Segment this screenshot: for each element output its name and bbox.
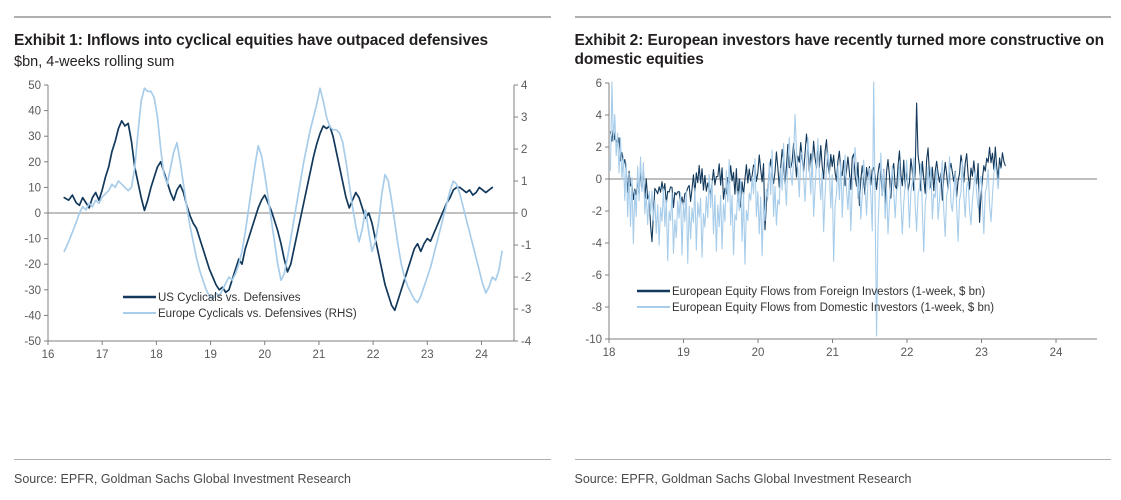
x-tick-label: 19 <box>204 349 217 361</box>
y-tick-label: 0 <box>35 208 41 220</box>
exhibit-2-footer: Source: EPFR, Goldman Sachs Global Inves… <box>574 459 1111 486</box>
x-tick-label: 22 <box>367 349 380 361</box>
y-tick-label: 30 <box>28 131 41 143</box>
y-tick-label: -10 <box>585 334 602 346</box>
exhibit-2-panel: Exhibit 2: European investors have recen… <box>561 0 1121 500</box>
legend-label: Europe Cyclicals vs. Defensives (RHS) <box>158 308 357 320</box>
panel-top-rule <box>14 16 551 18</box>
y2-tick-label: -1 <box>521 240 531 252</box>
y2-tick-label: -3 <box>521 304 531 316</box>
legend-label: European Equity Flows from Domestic Inve… <box>672 302 994 314</box>
y-tick-label: -10 <box>24 234 41 246</box>
exhibit-1-svg: -50-40-30-20-1001020304050-4-3-2-1012341… <box>24 80 532 361</box>
y-tick-label: 0 <box>595 174 601 186</box>
panel-bottom-rule <box>574 459 1111 460</box>
y-tick-label: -20 <box>24 259 41 271</box>
x-tick-label: 20 <box>751 347 764 359</box>
x-tick-label: 23 <box>421 349 434 361</box>
y-tick-label: 4 <box>595 110 602 122</box>
x-tick-label: 18 <box>602 347 615 359</box>
x-tick-label: 21 <box>826 347 839 359</box>
y2-tick-label: 4 <box>521 80 528 92</box>
series-line <box>609 81 1002 337</box>
y-tick-label: -50 <box>24 336 41 348</box>
x-tick-label: 24 <box>475 349 488 361</box>
x-tick-label: 18 <box>150 349 163 361</box>
y-tick-label: 40 <box>28 106 41 118</box>
series-line <box>63 87 503 304</box>
y-tick-label: 20 <box>28 157 41 169</box>
y-tick-label: -6 <box>591 270 601 282</box>
y-tick-label: 6 <box>595 78 601 90</box>
exhibit-1-source: Source: EPFR, Goldman Sachs Global Inves… <box>14 472 351 486</box>
x-tick-label: 23 <box>975 347 988 359</box>
y2-tick-label: 1 <box>521 176 527 188</box>
y-tick-label: -4 <box>591 238 602 250</box>
exhibit-2-chart: -10 -8 -6 -4 -2 0 2 4 6 18 19 20 21 22 23 24 European Eq… <box>575 75 1112 375</box>
exhibit-2-source: Source: EPFR, Goldman Sachs Global Inves… <box>574 472 912 486</box>
exhibit-1-footer: Source: EPFR, Goldman Sachs Global Inves… <box>14 459 551 486</box>
x-tick-label: 24 <box>1049 347 1062 359</box>
y-tick-label: 10 <box>28 182 41 194</box>
panel-top-rule <box>574 16 1111 18</box>
y2-tick-label: 3 <box>521 112 527 124</box>
y2-tick-label: 2 <box>521 144 527 156</box>
x-tick-label: 22 <box>900 347 913 359</box>
x-tick-label: 16 <box>42 349 55 361</box>
y2-tick-label: -2 <box>521 272 531 284</box>
y-tick-label: -30 <box>24 285 41 297</box>
x-tick-label: 21 <box>313 349 326 361</box>
x-tick-label: 19 <box>677 347 690 359</box>
legend-label: European Equity Flows from Foreign Inves… <box>672 286 985 298</box>
legend-label: US Cyclicals vs. Defensives <box>158 292 301 304</box>
exhibit-1-subtitle: $bn, 4-weeks rolling sum <box>14 54 175 70</box>
panel-bottom-rule <box>14 459 551 460</box>
y-tick-label: 2 <box>595 142 601 154</box>
y-tick-label: -2 <box>591 206 601 218</box>
y-tick-label: -40 <box>24 310 41 322</box>
exhibit-1-chart: -50 -40 -30 -20 -10 0 10 20 30 40 50 -4 -3 -2 -1 0 1 2 3 4 1… <box>14 77 551 377</box>
x-tick-label: 20 <box>258 349 271 361</box>
series-line <box>63 119 494 312</box>
y2-tick-label: 0 <box>521 208 527 220</box>
y-tick-label: -8 <box>591 302 601 314</box>
exhibit-2-title: Exhibit 2: European investors have recen… <box>574 32 1105 68</box>
exhibit-1-title: Exhibit 1: Inflows into cyclical equitie… <box>14 32 489 49</box>
y2-tick-label: -4 <box>521 336 532 348</box>
exhibit-1-panel: Exhibit 1: Inflows into cyclical equitie… <box>14 16 551 486</box>
y-tick-label: 50 <box>28 80 41 92</box>
x-tick-label: 17 <box>96 349 109 361</box>
